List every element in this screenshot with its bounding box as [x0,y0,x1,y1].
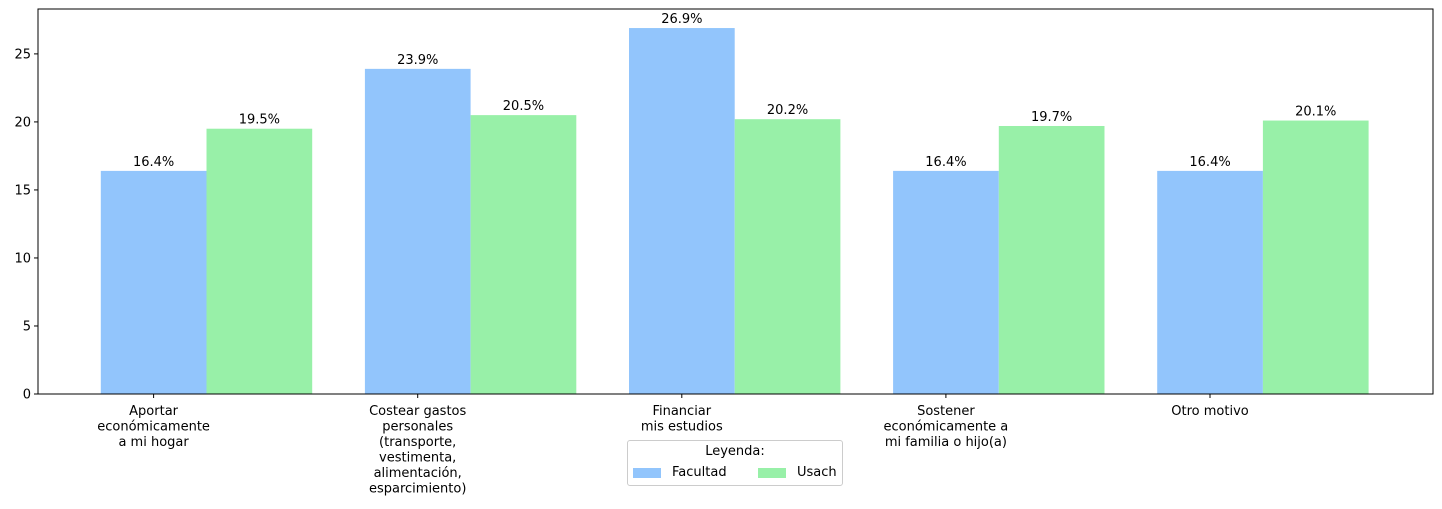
x-tick-label-4: Otro motivo [1171,404,1248,419]
bar-usach-0 [206,128,313,394]
legend-swatch-usach [758,467,786,478]
legend-label-facultad: Facultad [672,465,727,480]
y-tick-label-1: 5 [23,319,31,334]
y-tick-label-0: 0 [23,388,31,403]
legend-title: Leyenda: [705,444,765,459]
bars-group [100,28,1369,395]
bar-usach-1 [470,115,577,395]
bar-facultad-1 [364,68,471,395]
bar-usach-3 [998,125,1105,395]
data-label-facultad-4: 16.4% [1189,155,1230,170]
data-label-usach-0: 19.5% [239,113,280,128]
data-label-facultad-3: 16.4% [925,155,966,170]
legend-swatch-facultad [633,467,661,478]
data-label-usach-1: 20.5% [503,99,544,114]
y-tick-label-3: 15 [14,183,31,198]
legend-item-usach: Usach [758,465,837,480]
data-label-facultad-0: 16.4% [133,155,174,170]
data-labels-group: 16.4% 19.5% 23.9% 20.5% 26.9% 20.2% 16.4% 19.7%… [133,12,1336,170]
data-label-facultad-1: 23.9% [397,53,438,68]
y-tick-label-5: 25 [14,47,31,62]
bar-facultad-4 [1157,170,1263,394]
legend-item-facultad: Facultad [633,465,727,480]
x-tick-label-3: Sostener económicamente a mi familia o hij… [884,404,1009,450]
x-tick-label-0: Aportar económicamente a mi hogar [97,404,210,450]
bar-facultad-2 [629,28,735,395]
bar-facultad-0 [100,170,207,394]
x-axis: Aportar económicamente a mi hogar Costear g… [97,394,1249,497]
bar-usach-2 [734,119,841,395]
x-tick-label-1: Costear gastos personales (transporte, vest… [369,404,467,497]
x-tick-label-2: Financiar mis estudios [641,404,723,435]
y-tick-label-2: 10 [14,251,31,266]
data-label-usach-2: 20.2% [767,103,808,118]
plot-frame [37,8,1434,395]
data-label-facultad-2: 26.9% [661,12,702,27]
bar-facultad-3 [893,170,999,394]
y-tick-label-4: 20 [14,115,31,130]
y-axis: 0 5 10 15 20 25 [14,47,38,403]
data-label-usach-3: 19.7% [1031,110,1072,125]
data-label-usach-4: 20.1% [1295,105,1336,120]
legend-label-usach: Usach [797,465,837,480]
bar-usach-4 [1262,120,1369,394]
legend: Leyenda: Facultad Usach [627,440,843,486]
